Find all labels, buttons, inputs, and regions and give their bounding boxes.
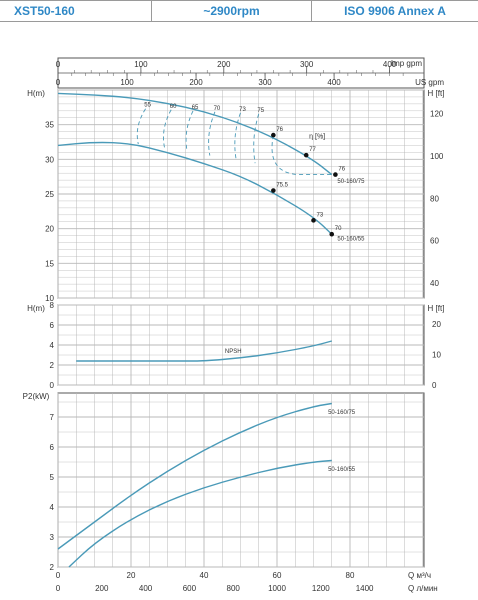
power-ytick-label: 5	[50, 473, 55, 482]
power-series-label-55: 50-160/55	[328, 467, 356, 473]
npsh-ylabel-right: H [ft]	[428, 304, 445, 313]
efficiency-iso-line	[185, 110, 194, 152]
head-curve-75	[57, 92, 333, 176]
npsh-ylabel: H(m)	[27, 304, 45, 313]
x-tick-label-lmin: 400	[139, 584, 153, 593]
model-name: XST50-160	[0, 1, 152, 21]
x-tick-label-lmin: 200	[95, 584, 109, 593]
us-gpm-tick-label: 200	[189, 78, 203, 87]
efficiency-iso-label: 73	[239, 107, 246, 113]
efficiency-iso-line	[163, 109, 172, 148]
header-bar: XST50-160 ~2900rpm ISO 9906 Annex A	[0, 0, 478, 22]
npsh-ytick-label: 0	[50, 381, 55, 390]
efficiency-iso-label: 70	[214, 106, 221, 112]
head-series-label-55: 50-160/55	[337, 236, 365, 242]
efficiency-iso-line	[253, 113, 260, 164]
head-ytick-label: 25	[45, 190, 54, 199]
efficiency-iso-line	[208, 111, 216, 156]
head-ytick-right-label: 40	[430, 279, 439, 288]
efficiency-iso-label: 60	[170, 104, 177, 110]
power-ytick-label: 7	[50, 413, 55, 422]
imp-gpm-label: Imp gpm	[391, 59, 422, 68]
npsh-ytick-right-label: 10	[432, 351, 441, 360]
efficiency-point	[329, 231, 335, 237]
efficiency-point-label: 70	[335, 226, 342, 232]
npsh-ytick-label: 6	[50, 321, 55, 330]
x-tick-label-m3h: 60	[273, 571, 282, 580]
power-ytick-label: 2	[50, 563, 55, 572]
imp-gpm-tick-label: 300	[300, 60, 314, 69]
head-ytick-right-label: 60	[430, 237, 439, 246]
speed-label: ~2900rpm	[152, 1, 312, 21]
efficiency-iso-line	[234, 112, 241, 160]
efficiency-iso-label: 65	[192, 105, 199, 111]
head-curve-55	[57, 141, 333, 235]
head-ylabel: H(m)	[27, 89, 45, 98]
npsh-ytick-right-label: 20	[432, 320, 441, 329]
x-tick-label-m3h: 20	[127, 571, 136, 580]
us-gpm-tick-label: 0	[56, 78, 61, 87]
x-label-m3h: Q м³/ч	[408, 571, 431, 580]
efficiency-point	[271, 132, 276, 138]
npsh-ytick-label: 2	[50, 361, 55, 370]
power-series-label-75: 50-160/75	[328, 410, 356, 416]
efficiency-iso-line	[271, 134, 336, 176]
x-tick-label-m3h: 40	[200, 571, 209, 580]
imp-gpm-tick-label: 0	[56, 60, 61, 69]
us-gpm-label: US gpm	[415, 78, 444, 87]
head-ytick-label: 10	[45, 294, 54, 303]
head-ytick-label: 20	[45, 225, 54, 234]
power-curve-75	[57, 402, 332, 550]
npsh-series-label: NPSH	[225, 349, 242, 355]
efficiency-point	[303, 152, 309, 158]
us-gpm-tick-label: 100	[120, 78, 134, 87]
efficiency-label: η [%]	[309, 134, 325, 141]
npsh-ytick-right-label: 0	[432, 381, 437, 390]
head-ytick-right-label: 100	[430, 152, 444, 161]
efficiency-point-label: 77	[309, 147, 316, 153]
us-gpm-tick-label: 300	[258, 78, 272, 87]
efficiency-point-label: 75.5	[276, 183, 288, 189]
x-tick-label-lmin: 1000	[268, 584, 286, 593]
x-tick-label-lmin: 0	[56, 584, 61, 593]
power-ytick-label: 6	[50, 443, 55, 452]
x-tick-label-lmin: 600	[183, 584, 197, 593]
npsh-ytick-label: 4	[50, 341, 55, 350]
x-tick-label-lmin: 1200	[312, 584, 330, 593]
efficiency-iso-label: 55	[144, 103, 151, 109]
power-ylabel: P2(kW)	[23, 392, 50, 401]
power-curve-55	[68, 459, 332, 568]
efficiency-point-label: 73	[317, 212, 324, 218]
standard-label: ISO 9906 Annex A	[344, 4, 446, 18]
head-ytick-right-label: 80	[430, 194, 439, 203]
imp-gpm-tick-label: 200	[217, 60, 231, 69]
efficiency-point	[311, 218, 316, 223]
imp-gpm-tick-label: 400	[383, 60, 397, 69]
efficiency-point-label: 76	[276, 127, 283, 133]
x-tick-label-m3h: 0	[56, 571, 61, 580]
npsh-curve	[76, 340, 332, 362]
efficiency-point	[333, 172, 338, 177]
x-tick-label-lmin: 1400	[356, 584, 374, 593]
efficiency-iso-line	[136, 108, 146, 145]
efficiency-point-label: 76	[338, 167, 345, 173]
efficiency-iso-label: 75	[257, 108, 264, 114]
head-ytick-label: 35	[45, 121, 54, 130]
us-gpm-tick-label: 400	[327, 78, 341, 87]
head-ytick-right-label: 120	[430, 110, 444, 119]
x-label-lmin: Q л/мин	[408, 584, 438, 593]
head-ytick-label: 30	[45, 155, 54, 164]
x-tick-label-lmin: 800	[227, 584, 241, 593]
head-series-label-75: 50-160/75	[337, 179, 365, 185]
head-ylabel-right: H [ft]	[428, 89, 445, 98]
power-ytick-label: 4	[50, 503, 55, 512]
npsh-ytick-label: 8	[50, 301, 55, 310]
efficiency-point	[271, 188, 276, 193]
head-ytick-label: 15	[45, 259, 54, 268]
imp-gpm-tick-label: 100	[134, 60, 148, 69]
x-tick-label-m3h: 80	[346, 571, 355, 580]
power-ytick-label: 3	[50, 533, 55, 542]
